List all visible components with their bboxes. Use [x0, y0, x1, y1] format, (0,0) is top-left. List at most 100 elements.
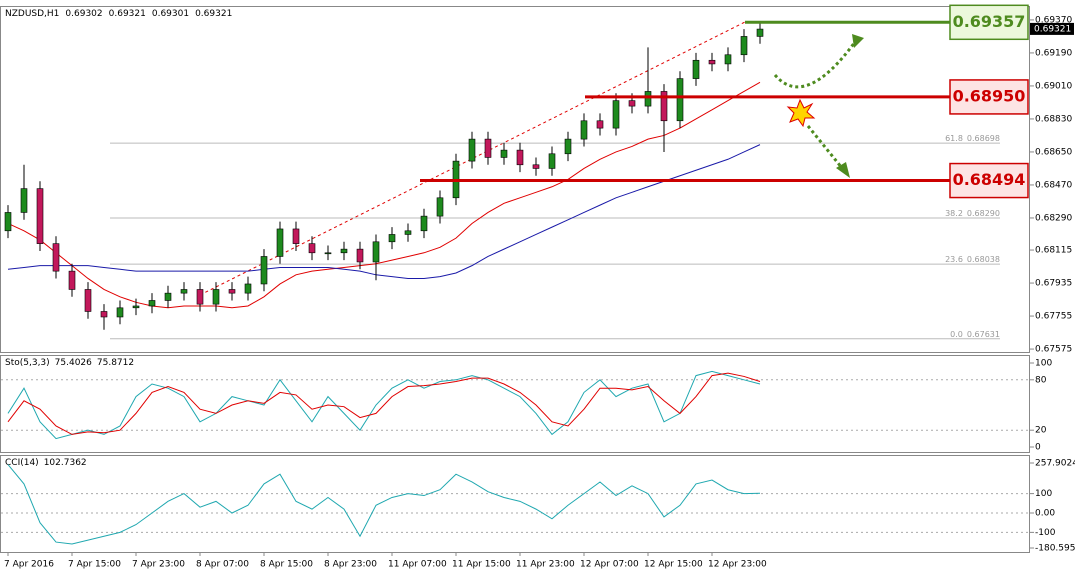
- x-tick-label: 8 Apr 23:00: [324, 560, 377, 570]
- candle-body: [68, 270, 76, 290]
- ohlc-value: 0.69302: [65, 9, 102, 19]
- candle-body: [468, 138, 476, 162]
- indicator-line: [7, 144, 761, 279]
- candle-body: [660, 91, 668, 122]
- candle-body: [676, 78, 684, 122]
- fib-level: 38.2: [945, 208, 963, 217]
- x-tick-label: 11 Apr 23:00: [516, 560, 575, 570]
- candle-body: [260, 256, 268, 285]
- candle-body: [692, 59, 700, 79]
- symbol: NZDUSD,H1: [5, 9, 59, 19]
- indicator-title: CCI(14) 102.7362: [5, 458, 87, 468]
- fib-price: 0.68290: [967, 208, 1000, 217]
- candle-body: [612, 100, 620, 129]
- candle-body: [132, 305, 140, 309]
- fib-label: 0.0 0.67631: [950, 329, 1000, 338]
- y-tick-label: 0.69370: [1035, 15, 1072, 25]
- candle-body: [356, 248, 364, 263]
- candle-body: [4, 212, 12, 232]
- arrow-up: [773, 41, 857, 89]
- x-tick-label: 11 Apr 07:00: [388, 560, 447, 570]
- x-tick-label: 7 Apr 15:00: [68, 560, 121, 570]
- candle-body: [212, 289, 220, 305]
- candle-body: [436, 197, 444, 217]
- candle-body: [324, 252, 332, 255]
- x-tick-label: 8 Apr 07:00: [196, 560, 249, 570]
- indicator-line: [7, 81, 761, 309]
- candle-body: [596, 120, 604, 129]
- cci-pane: [0, 455, 1030, 553]
- candle-body: [756, 28, 764, 37]
- y-tick-label: 0.67575: [1035, 345, 1072, 355]
- indicator-name: CCI(14): [5, 458, 39, 468]
- y-tick-label: 0.67935: [1035, 279, 1072, 289]
- break-icon: [786, 98, 816, 128]
- y-tick-label: 80: [1035, 375, 1047, 385]
- x-tick-label: 7 Apr 23:00: [132, 560, 185, 570]
- candle-body: [36, 188, 44, 244]
- indicator-reading: 75.8712: [97, 358, 134, 368]
- candle-body: [532, 164, 540, 169]
- candle-body: [84, 289, 92, 312]
- level-label: 0.69357: [953, 12, 1026, 31]
- candle-body: [420, 215, 428, 232]
- y-tick-label: 0.00: [1035, 508, 1055, 518]
- candle-body: [20, 188, 28, 213]
- ohlc-value: 0.69321: [195, 9, 232, 19]
- x-tick-label: 8 Apr 15:00: [260, 560, 313, 570]
- level-box: [949, 162, 1029, 199]
- y-tick-label: 0.68470: [1035, 180, 1072, 190]
- candle-body: [644, 91, 652, 107]
- fib-level: 61.8: [945, 134, 963, 143]
- candle-body: [724, 54, 732, 65]
- y-tick-label: 100: [1035, 359, 1052, 369]
- stoch-pane: [0, 355, 1030, 453]
- level-box: [949, 79, 1029, 115]
- candle-body: [564, 138, 572, 155]
- y-tick-label: -180.5956: [1035, 544, 1075, 554]
- level-label: 0.68494: [953, 170, 1026, 189]
- indicator-name: Sto(5,3,3): [5, 358, 50, 368]
- candle-body: [228, 289, 236, 294]
- candle-body: [516, 149, 524, 166]
- indicator-line: [7, 372, 761, 435]
- y-tick-label: 0.68830: [1035, 114, 1072, 124]
- ohlc-value: 0.69301: [152, 9, 189, 19]
- x-tick-label: 12 Apr 23:00: [708, 560, 767, 570]
- candle-body: [196, 289, 204, 305]
- candle-body: [180, 289, 188, 294]
- candle-body: [500, 149, 508, 158]
- indicator-line: [7, 464, 761, 545]
- x-tick-label: 11 Apr 15:00: [452, 560, 511, 570]
- candle-body: [740, 36, 748, 56]
- fib-level: 23.6: [945, 255, 963, 264]
- fib-price: 0.67631: [967, 329, 1000, 338]
- y-tick-label: 0.68115: [1035, 246, 1072, 256]
- candle-body: [276, 228, 284, 257]
- x-tick-label: 7 Apr 2016: [4, 560, 54, 570]
- candle-body: [148, 300, 156, 307]
- candle-body: [484, 138, 492, 158]
- candle-body: [580, 120, 588, 140]
- indicator-reading: 75.4026: [55, 358, 92, 368]
- price-tag-label: 0.69321: [1034, 24, 1071, 34]
- chart-header: NZDUSD,H1 0.69302 0.69321 0.69301 0.69321: [5, 9, 232, 19]
- marks: 0.69370 0.69190 0.69010 0.68830 0.68650 0.684…: [1, 4, 1075, 570]
- y-tick-label: 0.68650: [1035, 147, 1072, 157]
- candle-body: [388, 234, 396, 243]
- y-tick-label: 100: [1035, 489, 1052, 499]
- fib-label: 38.2 0.68290: [945, 208, 1000, 217]
- price-tag: [1030, 22, 1074, 35]
- fib-level: 0.0: [950, 329, 963, 338]
- y-tick-label: 257.9024: [1035, 459, 1075, 469]
- level-box: [949, 4, 1029, 41]
- y-tick-label: 0.69190: [1035, 48, 1072, 58]
- level-label: 0.68950: [953, 86, 1026, 105]
- x-tick-label: 12 Apr 07:00: [580, 560, 639, 570]
- y-tick-label: 0.67755: [1035, 312, 1072, 322]
- y-tick-label: 0.69010: [1035, 81, 1072, 91]
- candle-body: [100, 311, 108, 318]
- price-pane: [0, 6, 1030, 353]
